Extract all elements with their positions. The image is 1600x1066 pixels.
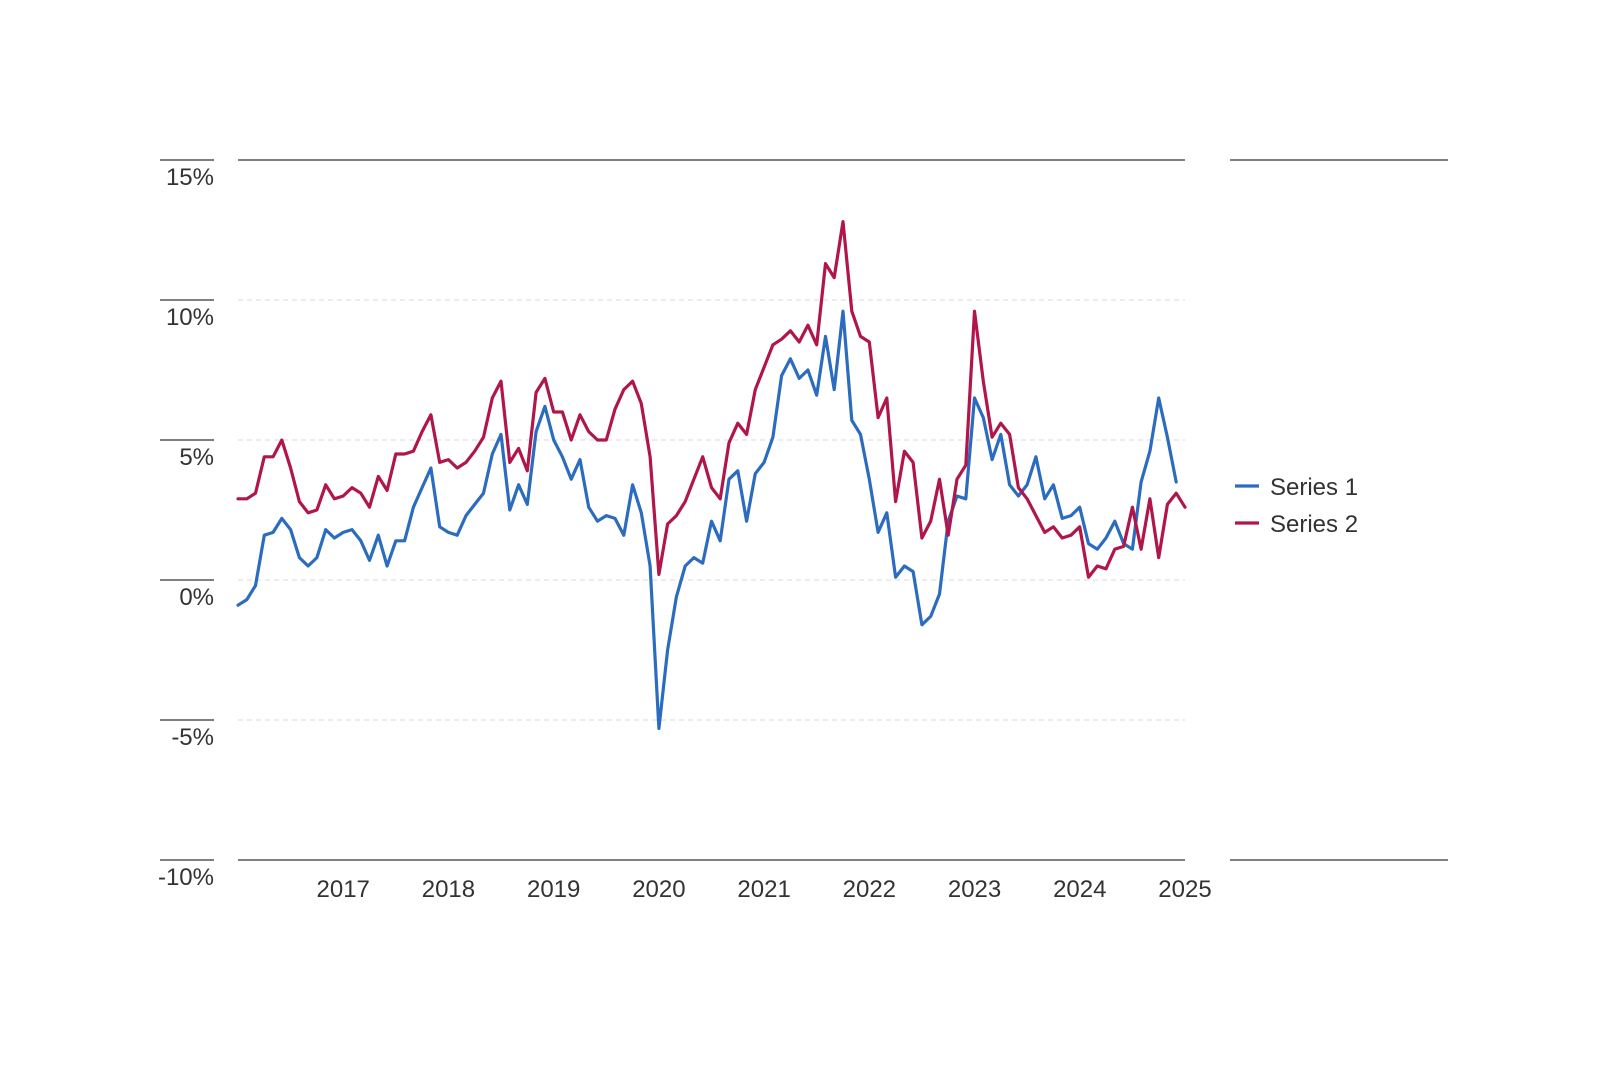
x-tick-label: 2019 [527, 876, 580, 903]
y-tick-label: -10% [158, 864, 214, 891]
x-tick-label: 2023 [948, 876, 1001, 903]
x-tick-label: 2021 [737, 876, 790, 903]
x-tick-label: 2020 [632, 876, 685, 903]
y-tick-label: 15% [166, 164, 214, 191]
axis-layer: 15% 10% 5% 0% -5% -10% 2017 2018 2019 2020 2021 202… [158, 159, 1212, 903]
x-tick-label: 2024 [1053, 876, 1106, 903]
x-tick-label: 2022 [843, 876, 896, 903]
x-tick-label: 2018 [422, 876, 475, 903]
legend: Series 1 Series 2 [1235, 474, 1358, 538]
legend-label-1: Series 1 [1270, 474, 1358, 501]
legend-label-2: Series 2 [1270, 511, 1358, 538]
y-tick-label: 5% [179, 444, 214, 471]
x-tick-label: 2025 [1158, 876, 1211, 903]
grid-layer [238, 159, 1448, 861]
x-tick-label: 2017 [317, 876, 370, 903]
y-tick-label: 10% [166, 304, 214, 331]
series-line-2 [236, 220, 1187, 579]
series-layer [236, 220, 1187, 731]
y-tick-label: 0% [179, 584, 214, 611]
y-tick-label: -5% [171, 724, 214, 751]
series-line-1 [236, 309, 1178, 731]
